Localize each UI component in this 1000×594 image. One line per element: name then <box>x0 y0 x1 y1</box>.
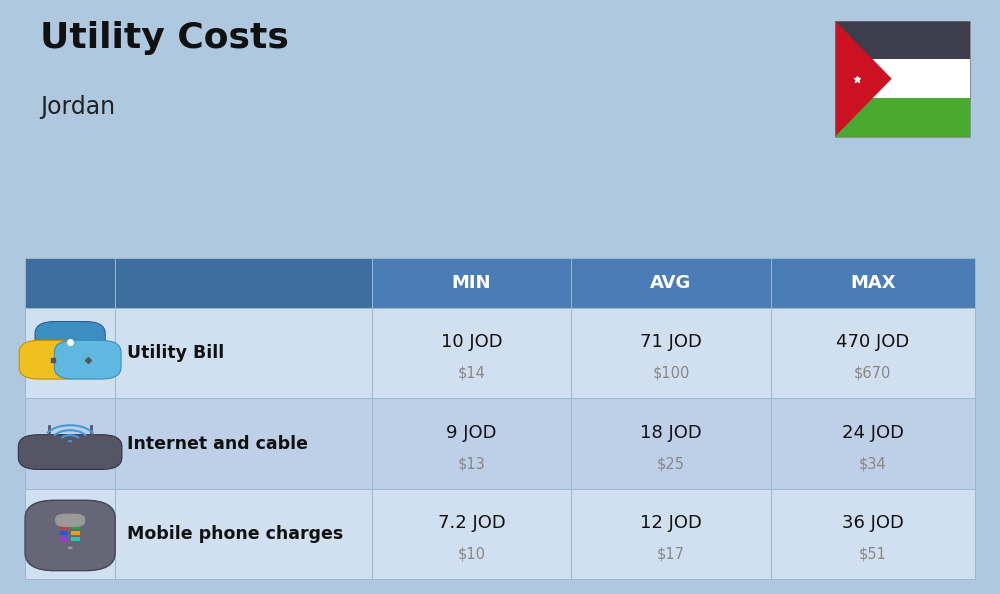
Text: Utility Bill: Utility Bill <box>127 345 224 362</box>
Text: Mobile phone charges: Mobile phone charges <box>127 525 344 543</box>
FancyBboxPatch shape <box>71 525 80 529</box>
FancyBboxPatch shape <box>35 321 105 363</box>
FancyBboxPatch shape <box>25 399 115 489</box>
Text: MAX: MAX <box>850 274 896 292</box>
Text: 7.2 JOD: 7.2 JOD <box>438 514 505 532</box>
Text: Utility Costs: Utility Costs <box>40 21 289 55</box>
FancyBboxPatch shape <box>571 308 771 399</box>
FancyBboxPatch shape <box>115 399 372 489</box>
Text: $17: $17 <box>657 546 685 561</box>
FancyBboxPatch shape <box>18 435 122 469</box>
Text: $13: $13 <box>458 456 485 471</box>
FancyBboxPatch shape <box>571 489 771 579</box>
FancyBboxPatch shape <box>54 340 121 379</box>
Text: 36 JOD: 36 JOD <box>842 514 904 532</box>
FancyBboxPatch shape <box>571 258 771 308</box>
Text: $25: $25 <box>657 456 685 471</box>
Text: $670: $670 <box>854 366 892 381</box>
FancyBboxPatch shape <box>835 59 970 98</box>
Text: 24 JOD: 24 JOD <box>842 424 904 442</box>
FancyBboxPatch shape <box>115 489 372 579</box>
Text: $100: $100 <box>652 366 690 381</box>
FancyBboxPatch shape <box>771 258 975 308</box>
FancyBboxPatch shape <box>25 500 115 571</box>
Circle shape <box>68 546 73 549</box>
FancyBboxPatch shape <box>835 98 970 137</box>
Text: 470 JOD: 470 JOD <box>836 333 910 352</box>
FancyBboxPatch shape <box>372 258 571 308</box>
Text: $51: $51 <box>859 546 887 561</box>
Text: $34: $34 <box>859 456 887 471</box>
FancyBboxPatch shape <box>115 258 372 308</box>
FancyBboxPatch shape <box>60 525 68 529</box>
FancyBboxPatch shape <box>25 489 115 579</box>
Text: MIN: MIN <box>452 274 491 292</box>
FancyBboxPatch shape <box>771 399 975 489</box>
Circle shape <box>68 440 72 443</box>
FancyBboxPatch shape <box>372 489 571 579</box>
Text: 9 JOD: 9 JOD <box>446 424 497 442</box>
Polygon shape <box>835 21 892 137</box>
FancyBboxPatch shape <box>25 258 115 308</box>
FancyBboxPatch shape <box>55 514 85 527</box>
Text: 12 JOD: 12 JOD <box>640 514 702 532</box>
Text: Internet and cable: Internet and cable <box>127 435 308 453</box>
FancyBboxPatch shape <box>115 308 372 399</box>
FancyBboxPatch shape <box>372 399 571 489</box>
Text: $14: $14 <box>458 366 485 381</box>
FancyBboxPatch shape <box>771 308 975 399</box>
FancyBboxPatch shape <box>60 531 68 535</box>
Text: $10: $10 <box>458 546 486 561</box>
FancyBboxPatch shape <box>835 21 970 59</box>
FancyBboxPatch shape <box>771 489 975 579</box>
Text: Jordan: Jordan <box>40 95 115 119</box>
FancyBboxPatch shape <box>60 537 68 541</box>
FancyBboxPatch shape <box>372 308 571 399</box>
Text: AVG: AVG <box>650 274 692 292</box>
Text: 71 JOD: 71 JOD <box>640 333 702 352</box>
FancyBboxPatch shape <box>571 399 771 489</box>
FancyBboxPatch shape <box>71 537 80 541</box>
FancyBboxPatch shape <box>25 308 115 399</box>
FancyBboxPatch shape <box>71 531 80 535</box>
Text: 18 JOD: 18 JOD <box>640 424 702 442</box>
FancyBboxPatch shape <box>19 340 86 379</box>
Text: 10 JOD: 10 JOD <box>441 333 502 352</box>
